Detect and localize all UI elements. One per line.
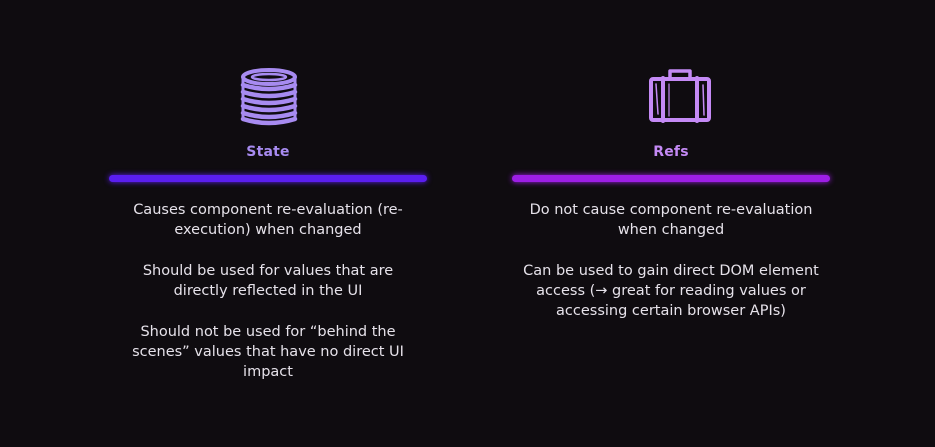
box-icon: [647, 66, 713, 128]
database-stack-icon: [237, 66, 301, 134]
refs-underline: [512, 175, 830, 182]
state-point: Causes component re-evaluation (re-execu…: [133, 202, 403, 238]
refs-points: Do not cause component re-evaluation whe…: [512, 200, 830, 342]
refs-point: Do not cause component re-evaluation whe…: [529, 202, 813, 238]
state-column: State Causes component re-evaluation (re…: [109, 0, 427, 447]
refs-column: Refs Do not cause component re-evaluatio…: [512, 0, 830, 447]
state-underline: [109, 175, 427, 182]
refs-heading: Refs: [653, 144, 689, 160]
state-point: Should not be used for “behind the scene…: [132, 324, 404, 380]
state-heading: State: [246, 144, 290, 160]
refs-point: Can be used to gain direct DOM element a…: [523, 263, 819, 319]
state-points: Causes component re-evaluation (re-execu…: [109, 200, 427, 403]
state-point: Should be used for values that are direc…: [142, 263, 394, 299]
